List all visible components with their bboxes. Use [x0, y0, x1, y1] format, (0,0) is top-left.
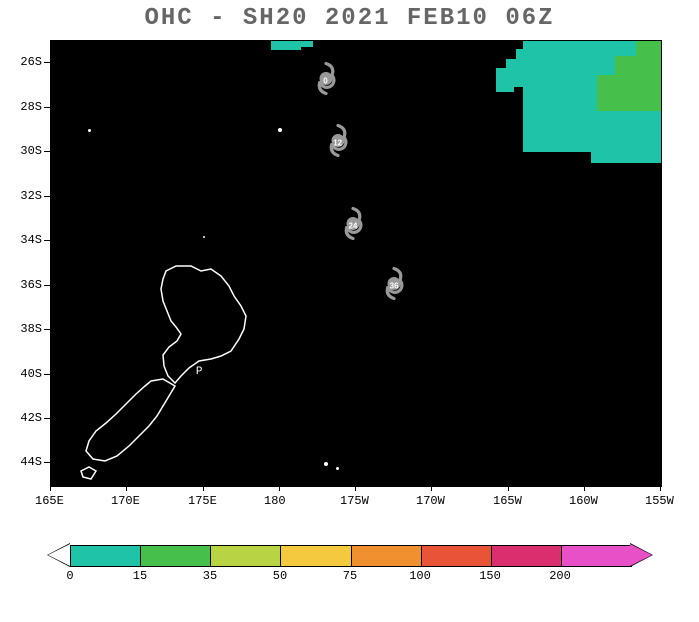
colorbar-segment [561, 546, 631, 566]
y-tick [44, 151, 50, 152]
y-tick [44, 240, 50, 241]
island-speck [336, 467, 339, 470]
island-speck [203, 236, 205, 238]
y-tick [44, 285, 50, 286]
colorbar-tick-label: 100 [409, 569, 431, 583]
plot-area: 0 12 24 36 P [50, 40, 662, 487]
colorbar-segment [210, 546, 280, 566]
colorbar-segment [491, 546, 561, 566]
island-speck [88, 129, 91, 132]
island-speck [324, 462, 328, 466]
y-axis-label: 34S [2, 233, 42, 247]
x-tick [508, 485, 509, 491]
y-tick [44, 462, 50, 463]
colorbar: 015355075100150200 [70, 545, 630, 575]
y-axis-label: 42S [2, 411, 42, 425]
x-axis-label: 155W [645, 494, 674, 508]
x-tick [279, 485, 280, 491]
colorbar-tick-label: 0 [66, 569, 73, 583]
y-axis-label: 28S [2, 100, 42, 114]
coastline-nz [51, 41, 661, 486]
x-tick [50, 485, 51, 491]
x-axis-label: 170W [416, 494, 445, 508]
x-tick [431, 485, 432, 491]
y-tick [44, 418, 50, 419]
y-tick [44, 329, 50, 330]
y-axis-label: 44S [2, 455, 42, 469]
chart-title: OHC - SH20 2021 FEB10 06Z [0, 5, 699, 32]
x-tick [126, 485, 127, 491]
x-tick [660, 485, 661, 491]
y-axis-label: 30S [2, 144, 42, 158]
coastline-label: P [196, 366, 203, 378]
colorbar-tick-label: 15 [133, 569, 147, 583]
y-tick [44, 107, 50, 108]
cyclone-hour-label: 12 [333, 139, 342, 148]
cyclone-hour-label: 36 [390, 281, 399, 290]
y-axis-label: 32S [2, 189, 42, 203]
colorbar-segment [421, 546, 491, 566]
colorbar-arrow-right [630, 544, 652, 566]
colorbar-segment [140, 546, 210, 566]
x-axis-label: 160W [569, 494, 598, 508]
x-axis-label: 165W [493, 494, 522, 508]
colorbar-segment [280, 546, 350, 566]
x-tick [203, 485, 204, 491]
cyclone-hour-label: 24 [348, 221, 357, 230]
x-tick [584, 485, 585, 491]
colorbar-tick-label: 35 [203, 569, 217, 583]
colorbar-segment [71, 546, 140, 566]
colorbar-tick-label: 50 [273, 569, 287, 583]
x-tick [355, 485, 356, 491]
y-axis-label: 26S [2, 55, 42, 69]
y-tick [44, 196, 50, 197]
y-tick [44, 62, 50, 63]
colorbar-tick-label: 200 [549, 569, 571, 583]
y-tick [44, 374, 50, 375]
x-axis-label: 175W [340, 494, 369, 508]
colorbar-tick-label: 150 [479, 569, 501, 583]
cyclone-hour-label: 0 [323, 77, 327, 86]
colorbar-tick-label: 75 [343, 569, 357, 583]
x-axis-label: 170E [111, 494, 140, 508]
y-axis-label: 38S [2, 322, 42, 336]
colorbar-segment [351, 546, 421, 566]
y-axis-label: 40S [2, 367, 42, 381]
x-axis-label: 180 [264, 494, 286, 508]
y-axis-label: 36S [2, 278, 42, 292]
x-axis-label: 175E [188, 494, 217, 508]
island-speck [278, 128, 282, 132]
colorbar-arrow-left [48, 544, 70, 566]
x-axis-label: 165E [35, 494, 64, 508]
